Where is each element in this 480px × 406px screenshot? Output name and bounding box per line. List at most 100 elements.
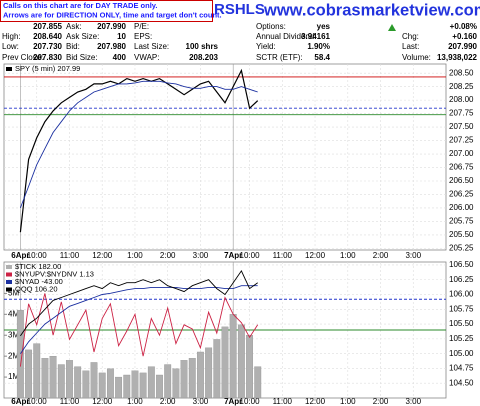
quote-label: Bid Size:	[66, 53, 98, 62]
symbol: RSHLS	[214, 1, 265, 18]
x-tick-label: 12:00	[92, 251, 113, 260]
y-tick-label: 106.50	[449, 260, 474, 269]
x-tick-label: 12:00	[305, 397, 326, 406]
x-tick-label: 11:00	[273, 251, 293, 260]
volume-bar	[188, 358, 196, 399]
quote-label: Prev Close:	[2, 53, 43, 62]
quote-value: 207.855	[33, 22, 62, 31]
x-tick-label: 11:00	[273, 397, 293, 406]
y-tick-label: 104.50	[449, 378, 474, 387]
notice-box	[0, 0, 213, 22]
y-tick-label: 207.75	[449, 109, 474, 118]
volume-bar	[156, 374, 163, 399]
y-tick-label: 105.75	[449, 304, 474, 313]
quote-label: Low:	[2, 42, 19, 51]
y-tick-label: 208.50	[449, 68, 474, 77]
y-tick-label: 206.00	[449, 203, 474, 212]
legend-swatch	[6, 280, 12, 284]
x-tick-label: 1:00	[340, 397, 356, 406]
quote-table: 207.855 Ask: 207.990 P/E: Options: yes +0.08% H…	[2, 22, 478, 62]
volume-bar	[115, 376, 123, 399]
quote-label: Chg:	[402, 32, 419, 41]
legend-label: $TICK 182.00	[15, 262, 61, 271]
series-line	[19, 293, 259, 367]
volume-bar	[82, 370, 90, 399]
x-tick-label: 12:00	[92, 397, 113, 406]
legend-swatch	[6, 67, 12, 71]
volume-bar	[172, 368, 180, 399]
y-tick-label: 206.75	[449, 163, 474, 172]
volume-bar	[246, 335, 253, 399]
y-tick-label: 207.00	[449, 149, 474, 158]
y-tick-label: 207.25	[449, 136, 474, 145]
quote-value: 400	[113, 53, 127, 62]
notice-line: Arrows are for DIRECTION ONLY, time and …	[3, 10, 222, 19]
quote-label: Ask:	[66, 22, 82, 31]
x-tick-label: 1:00	[340, 251, 356, 260]
legend-label: $NYUPV:$NYDNV 1.13	[15, 269, 94, 278]
volume-bar	[49, 356, 57, 399]
quote-value: 207.990	[97, 22, 126, 31]
volume-bar	[33, 343, 41, 399]
quote-value: 13,938,022	[437, 53, 478, 62]
quote-label: Bid:	[66, 42, 80, 51]
quote-label: Last Size:	[134, 42, 169, 51]
y-tick-label: 208.00	[449, 95, 474, 104]
series-line	[20, 269, 258, 337]
y-tick-label: 105.50	[449, 319, 474, 328]
y-tick-label: 106.00	[449, 290, 474, 299]
quote-value: 207.990	[448, 42, 477, 51]
quote-label: Ask Size:	[66, 32, 99, 41]
quote-label: Last:	[402, 42, 419, 51]
quote-value: yes	[317, 22, 331, 31]
volume-bar	[25, 349, 32, 399]
legend-label: SPY (5 min) 207.99	[15, 64, 80, 73]
y-tick-label: 206.50	[449, 176, 474, 185]
quote-value: 208.203	[189, 53, 218, 62]
quote-value: 58.4	[314, 53, 330, 62]
x-tick-label: 3:00	[193, 251, 209, 260]
x-tick-label: 6Apr	[11, 397, 29, 406]
quote-label: VWAP:	[134, 53, 159, 62]
volume-bar	[123, 374, 131, 399]
x-tick-label: 10:00	[27, 251, 48, 260]
x-tick-label: 1:00	[127, 251, 143, 260]
quote-value: 10	[117, 32, 126, 41]
volume-bar	[131, 370, 139, 399]
y-tick-label: 205.75	[449, 217, 474, 226]
notice-line: Calls on this chart are for DAY TRADE on…	[3, 1, 157, 10]
x-tick-label: 2:00	[373, 251, 389, 260]
volume-bar	[237, 324, 245, 399]
legend-swatch	[6, 265, 12, 269]
quote-value: 3.94161	[301, 32, 330, 41]
quote-value: 207.830	[33, 53, 62, 62]
volume-bar	[229, 314, 237, 399]
y-tick-label: 208.25	[449, 82, 474, 91]
x-tick-label: 11:00	[60, 251, 80, 260]
quote-value: 207.980	[97, 42, 126, 51]
plot-frame	[3, 63, 447, 251]
y2-tick-label: 3M	[8, 330, 19, 339]
volume-bar	[57, 364, 65, 399]
up-arrow	[388, 24, 396, 31]
x-tick-label: 11:00	[60, 397, 80, 406]
volume-bar	[139, 372, 147, 399]
volume-bar	[66, 360, 73, 399]
quote-value: +0.160	[452, 32, 477, 41]
quote-value: 207.730	[33, 42, 62, 51]
volume-bar	[106, 368, 114, 399]
y-tick-label: 105.25	[449, 334, 474, 343]
volume-bar	[180, 360, 188, 399]
x-tick-label: 3:00	[193, 397, 209, 406]
y2-tick-label: 1M	[8, 372, 19, 381]
legend-swatch	[6, 272, 12, 277]
x-tick-label: 12:00	[305, 251, 326, 260]
y-tick-label: 106.25	[449, 275, 474, 284]
volume-bar	[221, 326, 229, 399]
site-name: www.cobrasmarketview.com	[263, 1, 480, 19]
series-line	[20, 285, 258, 354]
volume-bar	[205, 347, 213, 399]
x-tick-label: 7Apr	[224, 397, 242, 406]
quote-value: +0.08%	[450, 22, 477, 31]
x-tick-label: 7Apr	[224, 251, 242, 260]
